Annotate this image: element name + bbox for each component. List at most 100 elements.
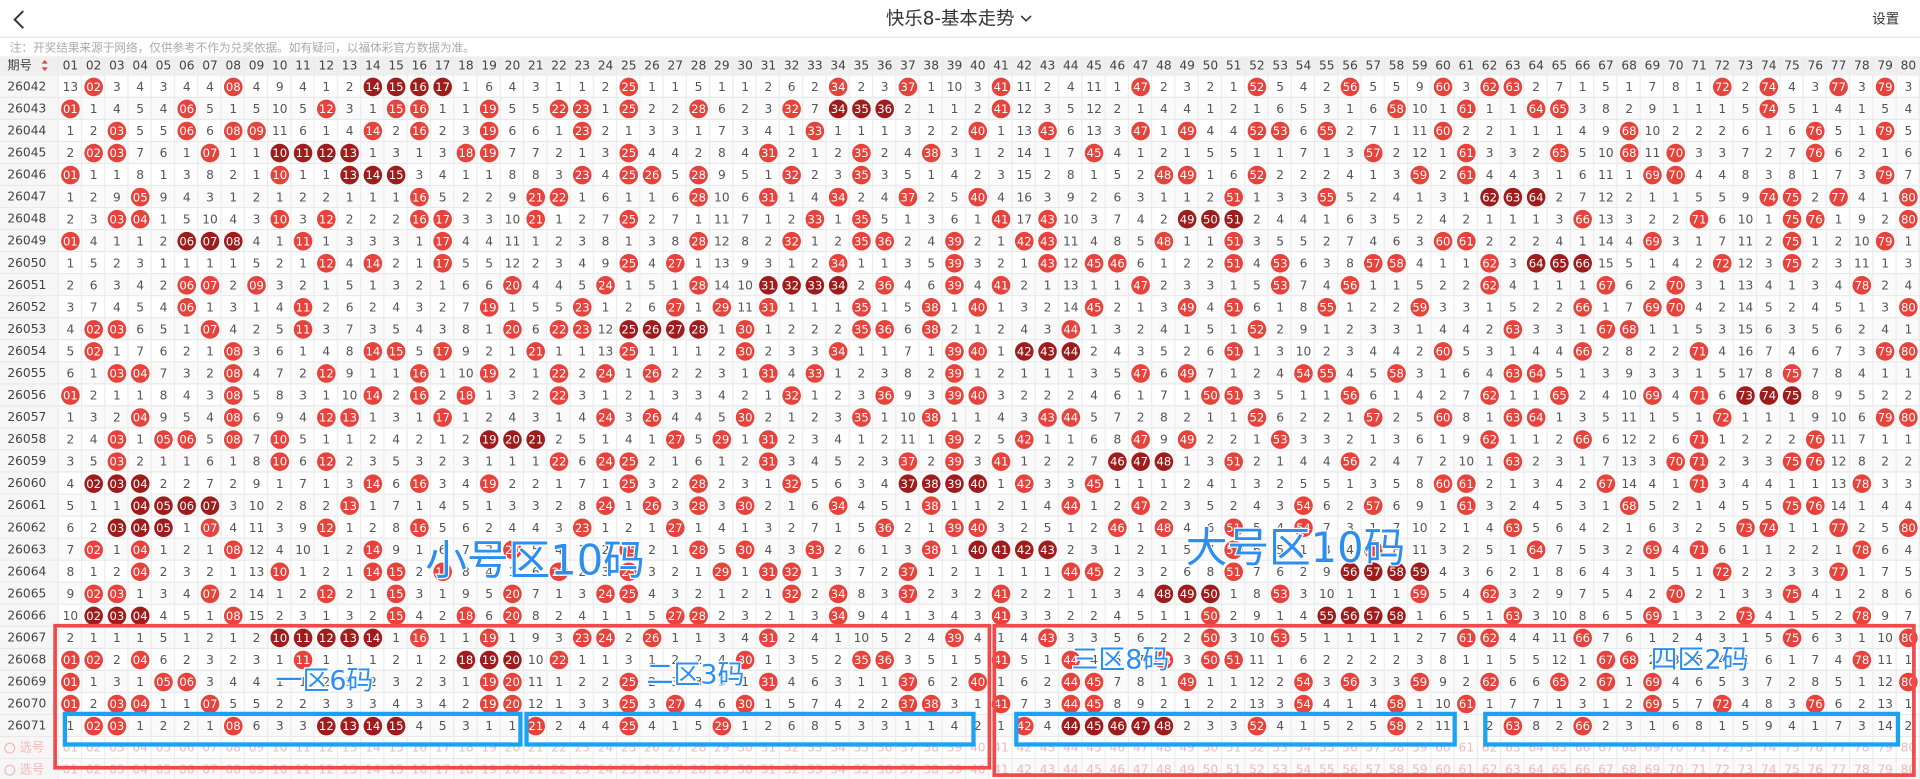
miss-count: 1 bbox=[1532, 433, 1540, 447]
miss-count: 2 bbox=[1393, 146, 1401, 160]
drawn-number: 37 bbox=[901, 697, 916, 711]
miss-count: 2 bbox=[90, 521, 98, 535]
miss-count: 6 bbox=[485, 278, 493, 292]
miss-count: 2 bbox=[1113, 300, 1121, 314]
miss-count: 1 bbox=[113, 234, 121, 248]
miss-count: 2 bbox=[439, 653, 447, 667]
settings-button[interactable]: 设置 bbox=[1872, 12, 1899, 28]
drawn-ball bbox=[386, 165, 406, 185]
miss-count: 1 bbox=[1881, 367, 1889, 381]
miss-count: 5 bbox=[834, 455, 842, 469]
miss-count: 2 bbox=[415, 675, 423, 689]
miss-count: 1 bbox=[415, 411, 423, 425]
drawn-number: 20 bbox=[505, 323, 520, 337]
miss-count: 5 bbox=[1765, 631, 1773, 645]
miss-count: 3 bbox=[392, 675, 400, 689]
drawn-number: 41 bbox=[994, 278, 1009, 292]
miss-count: 1 bbox=[1183, 323, 1191, 337]
miss-count: 5 bbox=[718, 411, 726, 425]
drawn-number: 41 bbox=[994, 609, 1009, 623]
miss-count: 11 bbox=[1016, 80, 1032, 94]
miss-count: 8 bbox=[1113, 697, 1121, 711]
miss-count: 1 bbox=[1625, 675, 1633, 689]
miss-count: 1 bbox=[253, 146, 261, 160]
miss-count: 2 bbox=[1672, 631, 1680, 645]
miss-count: 1 bbox=[1137, 521, 1145, 535]
miss-count: 2 bbox=[1509, 565, 1517, 579]
drawn-number: 52 bbox=[1250, 411, 1265, 425]
miss-count: 2 bbox=[881, 565, 889, 579]
miss-count: 6 bbox=[1718, 543, 1726, 557]
miss-count: 2 bbox=[276, 697, 284, 711]
miss-count: 1 bbox=[1532, 212, 1540, 226]
drawn-number: 50 bbox=[1203, 587, 1218, 601]
drawn-number: 10 bbox=[272, 631, 287, 645]
miss-count: 8 bbox=[346, 345, 354, 359]
drawn-ball bbox=[991, 77, 1011, 97]
miss-count: 1 bbox=[1439, 367, 1447, 381]
drawn-number: 73 bbox=[1738, 609, 1753, 623]
miss-count: 8 bbox=[602, 234, 610, 248]
miss-count: 13 bbox=[63, 80, 79, 94]
miss-count: 2 bbox=[1858, 521, 1866, 535]
miss-count: 1 bbox=[764, 212, 772, 226]
miss-count: 4 bbox=[1462, 323, 1470, 337]
drawn-number: 36 bbox=[877, 278, 892, 292]
miss-count: 1 bbox=[1532, 124, 1540, 138]
drawn-number: 49 bbox=[1180, 124, 1195, 138]
miss-count: 5 bbox=[1300, 102, 1308, 116]
miss-count: 4 bbox=[1904, 278, 1912, 292]
miss-count: 4 bbox=[997, 411, 1005, 425]
miss-count: 2 bbox=[858, 190, 866, 204]
title-dropdown[interactable] bbox=[1020, 15, 1032, 22]
miss-count: 8 bbox=[1346, 256, 1354, 270]
drawn-number: 76 bbox=[1808, 212, 1823, 226]
miss-count: 3 bbox=[718, 631, 726, 645]
miss-count: 1 bbox=[788, 124, 796, 138]
miss-count: 6 bbox=[206, 124, 214, 138]
miss-count: 1 bbox=[718, 455, 726, 469]
miss-count: 6 bbox=[299, 124, 307, 138]
miss-count: 3 bbox=[788, 543, 796, 557]
issue-number: 26061 bbox=[7, 498, 46, 512]
miss-count: 2 bbox=[1439, 168, 1447, 182]
miss-count: 1 bbox=[997, 124, 1005, 138]
drawn-ball bbox=[782, 165, 801, 185]
miss-count: 3 bbox=[881, 587, 889, 601]
drawn-number: 76 bbox=[1808, 499, 1823, 513]
miss-count: 3 bbox=[392, 146, 400, 160]
miss-count: 1 bbox=[881, 300, 889, 314]
miss-count: 3 bbox=[1090, 631, 1098, 645]
drawn-number: 01 bbox=[63, 389, 78, 403]
drawn-number: 06 bbox=[179, 278, 194, 292]
drawn-number: 70 bbox=[1668, 278, 1683, 292]
issue-number: 26060 bbox=[7, 476, 46, 490]
miss-count: 1 bbox=[299, 565, 307, 579]
miss-count: 5 bbox=[462, 256, 470, 270]
miss-count: 3 bbox=[1486, 345, 1494, 359]
drawn-number: 68 bbox=[1622, 499, 1637, 513]
drawn-number: 15 bbox=[389, 609, 404, 623]
miss-count: 2 bbox=[1183, 477, 1191, 491]
miss-count: 1 bbox=[974, 565, 982, 579]
pick-number: 31 bbox=[761, 763, 777, 777]
miss-count: 6 bbox=[1649, 521, 1657, 535]
drawn-number: 02 bbox=[86, 323, 101, 337]
miss-count: 2 bbox=[1160, 212, 1168, 226]
miss-count: 7 bbox=[811, 521, 819, 535]
miss-count: 2 bbox=[718, 345, 726, 359]
page-title[interactable]: 快乐8-基本走势 bbox=[886, 9, 1014, 30]
miss-count: 2 bbox=[299, 697, 307, 711]
miss-count: 3 bbox=[1300, 190, 1308, 204]
drawn-number: 24 bbox=[598, 278, 613, 292]
miss-count: 7 bbox=[1835, 168, 1843, 182]
back-button[interactable] bbox=[13, 10, 24, 29]
drawn-number: 60 bbox=[1436, 80, 1451, 94]
miss-count: 4 bbox=[951, 168, 959, 182]
miss-count: 1 bbox=[90, 631, 98, 645]
drawn-number: 69 bbox=[1645, 697, 1660, 711]
miss-count: 1 bbox=[904, 499, 912, 513]
miss-count: 2 bbox=[1718, 455, 1726, 469]
miss-count: 3 bbox=[1113, 323, 1121, 337]
miss-count: 1 bbox=[1253, 146, 1261, 160]
